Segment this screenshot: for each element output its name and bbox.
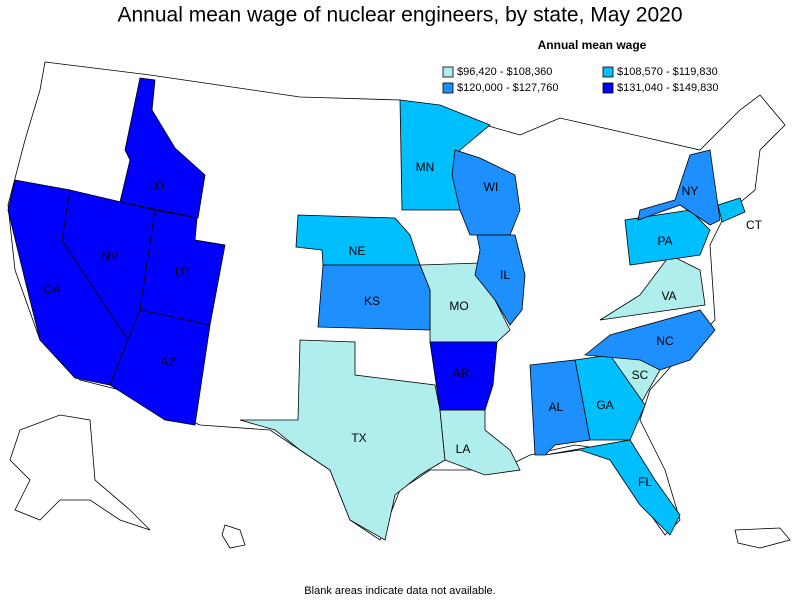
state-label: MN bbox=[416, 160, 435, 174]
legend-swatch bbox=[442, 82, 454, 94]
state-label: PA bbox=[657, 234, 672, 248]
state bbox=[637, 149, 721, 226]
state-label: AL bbox=[549, 400, 564, 414]
state-label: WI bbox=[484, 180, 499, 194]
legend-swatch bbox=[602, 66, 614, 78]
puerto-rico bbox=[734, 527, 791, 549]
state-label: NE bbox=[349, 244, 366, 258]
state-label: ID bbox=[152, 179, 164, 193]
state-label: UT bbox=[175, 265, 192, 279]
state bbox=[583, 309, 716, 371]
state-label: KS bbox=[364, 294, 380, 308]
state-label: MO bbox=[449, 299, 468, 313]
state-label: LA bbox=[456, 442, 471, 456]
legend-title: Annual mean wage bbox=[538, 38, 647, 52]
legend-label: $96,420 - $108,360 bbox=[457, 66, 552, 78]
legend-swatch bbox=[602, 82, 614, 94]
state-label: FL bbox=[638, 475, 652, 489]
hawaii bbox=[221, 524, 246, 549]
state bbox=[599, 254, 706, 321]
legend-label: $120,000 - $127,760 bbox=[457, 82, 559, 94]
state-label: AZ bbox=[160, 355, 175, 369]
state-label: IL bbox=[500, 268, 510, 282]
legend-label: $131,040 - $149,830 bbox=[617, 82, 719, 94]
state-label: NY bbox=[682, 184, 699, 198]
state bbox=[474, 234, 526, 326]
footnote: Blank areas indicate data not available. bbox=[304, 585, 495, 597]
state-label: NV bbox=[102, 249, 119, 263]
alaska bbox=[9, 414, 151, 531]
state bbox=[239, 339, 446, 541]
state-label: VA bbox=[661, 289, 676, 303]
state-label: AR bbox=[453, 366, 470, 380]
state bbox=[529, 359, 591, 456]
state-label: CT bbox=[746, 218, 763, 232]
state-label: TX bbox=[351, 431, 366, 445]
map-title: Annual mean wage of nuclear engineers, b… bbox=[117, 4, 682, 27]
state-label: NC bbox=[656, 334, 674, 348]
legend-swatch bbox=[442, 66, 454, 78]
state bbox=[544, 439, 681, 536]
state-label: CA bbox=[44, 282, 61, 296]
state bbox=[429, 341, 498, 411]
legend-label: $108,570 - $119,830 bbox=[617, 66, 718, 78]
states: MO TX LA SC VA MN NE PA CT GA FL WI NY IL KS NC AL ID CA NV… bbox=[7, 77, 763, 541]
state bbox=[399, 99, 491, 211]
state-label: GA bbox=[596, 398, 613, 412]
state bbox=[109, 309, 211, 426]
state bbox=[717, 197, 746, 223]
state bbox=[439, 409, 521, 476]
legend: $96,420 - $108,360 $108,570 - $119,830 $12… bbox=[442, 66, 719, 94]
state bbox=[624, 209, 711, 266]
state-label: SC bbox=[632, 368, 649, 382]
state bbox=[317, 264, 431, 331]
state bbox=[119, 77, 206, 219]
